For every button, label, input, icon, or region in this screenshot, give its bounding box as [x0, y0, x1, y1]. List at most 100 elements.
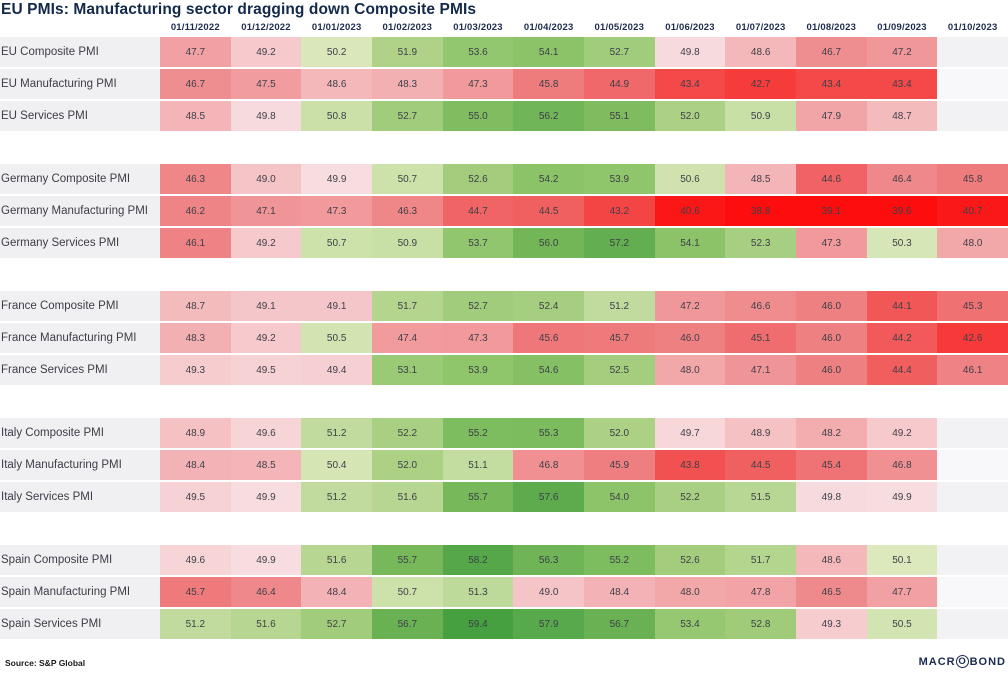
heatmap-cell: 48.5	[230, 450, 302, 480]
heatmap-cell: 49.2	[866, 418, 938, 448]
heatmap-cell: 52.0	[583, 418, 655, 448]
heatmap-cell: 48.0	[654, 355, 726, 385]
heatmap-cell: 47.5	[230, 69, 302, 99]
heatmap-cell: 46.7	[795, 37, 867, 67]
heatmap-cell: 54.1	[513, 37, 584, 67]
heatmap-cell: 54.6	[513, 355, 584, 385]
heatmap-cell: 46.3	[371, 196, 443, 226]
column-header-date: 01/10/2023	[947, 22, 998, 33]
table-row: EU Manufacturing PMI 46.7 47.5 48.6 48.3 47.3…	[0, 69, 1008, 99]
heatmap-cell: 46.8	[513, 450, 584, 480]
heatmap-cell: 52.8	[725, 609, 796, 639]
heatmap-cell: 53.7	[442, 228, 514, 258]
empty-cell	[937, 545, 1008, 575]
heatmap-cell: 50.3	[866, 228, 938, 258]
column-header-date: 01/12/2022	[241, 22, 291, 33]
column-header-date: 01/01/2023	[311, 22, 362, 33]
heatmap-cell: 46.4	[866, 164, 938, 194]
row-label: Spain Composite PMI	[0, 545, 160, 575]
heatmap-cell: 49.1	[230, 291, 302, 321]
heatmap-cell: 39.1	[795, 196, 867, 226]
heatmap-cell: 47.7	[866, 577, 938, 607]
heatmap-cell: 57.9	[513, 609, 584, 639]
heatmap-cell: 47.3	[795, 228, 867, 258]
heatmap-cell: 46.0	[654, 323, 726, 353]
heatmap-cell: 46.7	[160, 69, 231, 99]
heatmap-cell: 44.5	[725, 450, 796, 480]
table-row: France Composite PMI 48.7 49.1 49.1 51.7 52.7…	[0, 291, 1008, 321]
empty-cell	[937, 69, 1008, 99]
row-label: France Composite PMI	[0, 291, 160, 321]
heatmap-cell: 52.0	[654, 101, 726, 131]
heatmap-cell: 55.2	[442, 418, 514, 448]
heatmap-cell: 51.6	[301, 545, 372, 575]
heatmap-cell: 47.8	[725, 577, 796, 607]
heatmap-cell: 50.4	[301, 450, 372, 480]
heatmap-cell: 45.9	[583, 450, 655, 480]
heatmap-cell: 49.2	[230, 323, 302, 353]
country-group-france: France Composite PMI 48.7 49.1 49.1 51.7 52.7…	[0, 291, 1008, 385]
heatmap-cell: 46.0	[795, 291, 867, 321]
heatmap-cell: 49.5	[230, 355, 302, 385]
country-group-spain: Spain Composite PMI 49.6 49.9 51.6 55.7 58.2 5…	[0, 545, 1008, 639]
heatmap-cell: 49.4	[301, 355, 372, 385]
heatmap-cell: 52.3	[725, 228, 796, 258]
empty-cell	[937, 101, 1008, 131]
heatmap-cell: 50.5	[866, 609, 938, 639]
column-header-date: 01/07/2023	[735, 22, 786, 33]
empty-cell	[937, 609, 1008, 639]
heatmap-cell: 44.6	[795, 164, 867, 194]
source-note: Source: S&P Global	[5, 658, 86, 668]
heatmap-cell: 42.6	[937, 323, 1008, 353]
heatmap-cell: 48.3	[160, 323, 231, 353]
heatmap-cell: 51.9	[371, 37, 443, 67]
heatmap-cell: 53.9	[442, 355, 514, 385]
table-row: Germany Composite PMI 46.3 49.0 49.9 50.7 52.…	[0, 164, 1008, 194]
column-header-date: 01/08/2023	[806, 22, 857, 33]
heatmap-cell: 51.1	[442, 450, 514, 480]
table-row: Spain Manufacturing PMI 45.7 46.4 48.4 50.7 5…	[0, 577, 1008, 607]
heatmap-cell: 43.4	[795, 69, 867, 99]
heatmap-cell: 51.6	[371, 482, 443, 512]
heatmap-cell: 52.6	[654, 545, 726, 575]
row-label: Germany Manufacturing PMI	[0, 196, 160, 226]
heatmap-cell: 54.0	[583, 482, 655, 512]
heatmap-cell: 45.1	[725, 323, 796, 353]
heatmap-cell: 47.4	[371, 323, 443, 353]
table-row: Spain Services PMI 51.2 51.6 52.7 56.7 59.4 57…	[0, 609, 1008, 639]
heatmap-cell: 49.0	[513, 577, 584, 607]
heatmap-cell: 52.0	[371, 450, 443, 480]
heatmap-cell: 59.4	[442, 609, 514, 639]
heatmap-cell: 47.3	[301, 196, 372, 226]
macrobond-logo: MACR O BOND	[919, 655, 1006, 668]
heatmap-cell: 44.4	[866, 355, 938, 385]
row-label: France Services PMI	[0, 355, 160, 385]
heatmap-cell: 48.9	[160, 418, 231, 448]
heatmap-cell: 46.6	[725, 291, 796, 321]
heatmap-cell: 49.0	[230, 164, 302, 194]
empty-cell	[937, 418, 1008, 448]
country-group-germany: Germany Composite PMI 46.3 49.0 49.9 50.7 52.…	[0, 164, 1008, 258]
heatmap-cell: 58.2	[442, 545, 514, 575]
row-label: Germany Composite PMI	[0, 164, 160, 194]
heatmap-cell: 56.2	[513, 101, 584, 131]
heatmap-cell: 56.3	[513, 545, 584, 575]
table-row: Germany Services PMI 46.1 49.2 50.7 50.9 53.7…	[0, 228, 1008, 258]
heatmap-cell: 50.8	[301, 101, 372, 131]
table-row: EU Services PMI 48.5 49.8 50.8 52.7 55.0 56.2 5…	[0, 101, 1008, 131]
heatmap-cell: 44.1	[866, 291, 938, 321]
heatmap-cell: 48.6	[725, 37, 796, 67]
heatmap-cell: 47.3	[442, 323, 514, 353]
heatmap-cell: 49.8	[230, 101, 302, 131]
heatmap-cell: 45.7	[583, 323, 655, 353]
column-header-date: 01/05/2023	[594, 22, 645, 33]
heatmap-cell: 55.3	[513, 418, 584, 448]
heatmap-cell: 49.3	[160, 355, 231, 385]
heatmap-cell: 49.5	[160, 482, 231, 512]
heatmap-cell: 56.7	[583, 609, 655, 639]
heatmap-cell: 40.6	[654, 196, 726, 226]
heatmap-cell: 50.7	[301, 228, 372, 258]
heatmap-cell: 45.8	[937, 164, 1008, 194]
heatmap-cell: 44.5	[513, 196, 584, 226]
